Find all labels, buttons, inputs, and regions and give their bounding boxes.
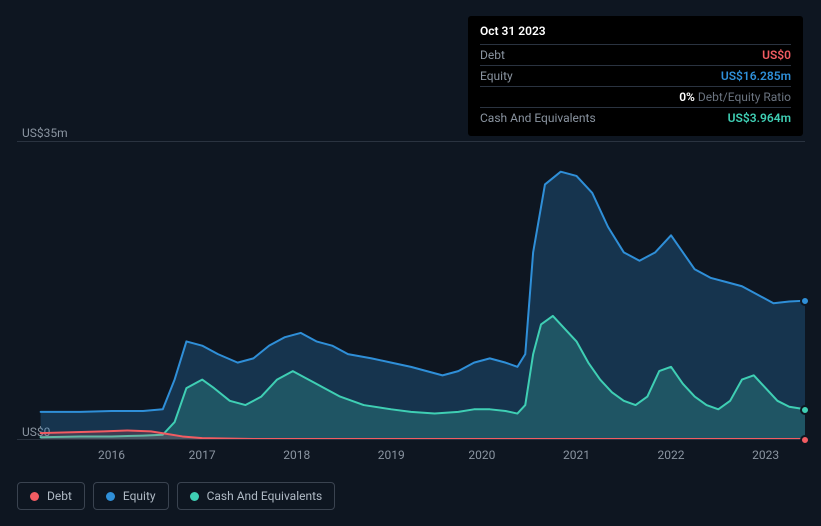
tooltip-row-value-wrap: US$3.964m [728, 111, 791, 125]
tooltip-date: Oct 31 2023 [480, 24, 791, 44]
chart-plot-area[interactable] [17, 141, 805, 440]
xaxis-tick-label: 2020 [468, 448, 495, 462]
legend-label: Equity [123, 489, 156, 503]
xaxis-tick-label: 2017 [189, 448, 216, 462]
legend-swatch [30, 492, 39, 501]
tooltip-row: Cash And Equivalents US$3.964m [480, 107, 791, 128]
tooltip-row: 0% Debt/Equity Ratio [480, 86, 791, 107]
tooltip-row-extra: Debt/Equity Ratio [695, 90, 791, 104]
legend: Debt Equity Cash And Equivalents [17, 482, 335, 510]
xaxis: 2016 2017 2018 2019 2020 2021 2022 2023 [17, 448, 805, 468]
tooltip-row-value-wrap: 0% Debt/Equity Ratio [679, 90, 791, 104]
tooltip-row-value-wrap: US$16.285m [721, 69, 791, 83]
legend-label: Debt [47, 489, 72, 503]
series-end-marker [800, 296, 810, 306]
tooltip-row-value: US$16.285m [721, 69, 791, 83]
legend-item[interactable]: Debt [17, 482, 85, 510]
series-end-marker [800, 405, 810, 415]
chart-svg [17, 142, 805, 439]
tooltip-row: Equity US$16.285m [480, 65, 791, 86]
legend-swatch [190, 492, 199, 501]
tooltip-row: Debt US$0 [480, 44, 791, 65]
legend-label: Cash And Equivalents [207, 489, 323, 503]
tooltip-row-value: 0% [679, 90, 695, 104]
tooltip-row-label: Debt [480, 48, 505, 62]
series-end-marker [800, 435, 810, 445]
chart-tooltip: Oct 31 2023 Debt US$0 Equity US$16.285m 0% D… [468, 16, 803, 136]
tooltip-row-label: Equity [480, 69, 513, 83]
xaxis-tick-label: 2016 [98, 448, 125, 462]
tooltip-row-value: US$3.964m [728, 111, 791, 125]
xaxis-tick-label: 2022 [658, 448, 685, 462]
legend-item[interactable]: Cash And Equivalents [177, 482, 336, 510]
tooltip-rows: Debt US$0 Equity US$16.285m 0% Debt/Equity R… [480, 44, 791, 128]
tooltip-row-value-wrap: US$0 [762, 48, 791, 62]
yaxis-label-top: US$35m [22, 126, 68, 140]
xaxis-tick-label: 2018 [283, 448, 310, 462]
legend-item[interactable]: Equity [93, 482, 169, 510]
tooltip-row-value: US$0 [762, 48, 791, 62]
legend-swatch [106, 492, 115, 501]
xaxis-tick-label: 2021 [563, 448, 590, 462]
xaxis-tick-label: 2023 [752, 448, 779, 462]
xaxis-tick-label: 2019 [378, 448, 405, 462]
tooltip-row-label: Cash And Equivalents [480, 111, 596, 125]
